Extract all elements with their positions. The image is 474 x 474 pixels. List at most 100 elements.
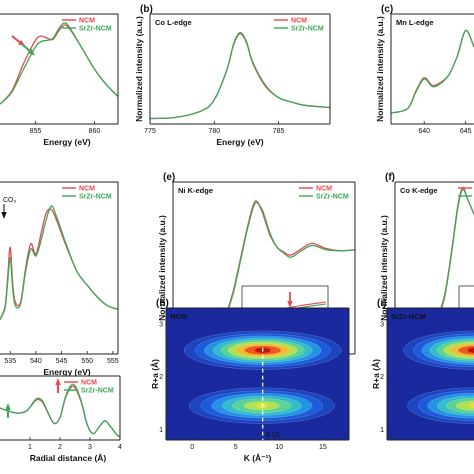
y-axis-title: R+a (Å) xyxy=(371,359,381,389)
panel-c-series xyxy=(391,29,474,114)
legend-label: SrZr-NCM xyxy=(79,26,112,33)
green-up-arrow xyxy=(5,403,11,418)
panel-d-series xyxy=(0,205,118,320)
x-tick-label: 860 xyxy=(89,128,101,135)
x-tick-label: 0 xyxy=(190,444,194,451)
panel-b-axes: 775 780 785 Energy (eV) Normalized intensity… xyxy=(134,4,331,147)
x-tick-label: 640 xyxy=(418,128,430,135)
legend-label: NCM xyxy=(79,186,95,193)
panel-a-series xyxy=(0,22,118,105)
co3-label: CO₃ xyxy=(3,197,17,204)
legend-label: NCM xyxy=(291,18,307,25)
panel-g-axes: 1 2 3 4 Radial distance (Å) xyxy=(0,375,122,463)
y-axis-title: R+a (Å) xyxy=(150,359,160,389)
x-axis-title: K (Å⁻¹) xyxy=(244,453,272,463)
panel-letter: (i) xyxy=(377,298,386,309)
x-tick-label: 535 xyxy=(4,358,16,365)
x-tick-label: 5 xyxy=(234,444,238,451)
y-tick-label: 3 xyxy=(380,321,384,328)
contour-level-upper xyxy=(457,345,474,355)
x-axis-title: Energy (eV) xyxy=(43,367,90,377)
legend-label: SrZr-NCM xyxy=(316,194,349,201)
co3-arrow xyxy=(1,204,7,219)
y-tick-label: 2 xyxy=(159,374,163,381)
x-tick-label: 4 xyxy=(118,444,122,451)
panel-letter: (h) xyxy=(156,298,169,309)
legend-label: NCM xyxy=(79,18,95,25)
panel-c-axes: 640 645 Normalized intensity (a.u.)(c)Mn L… xyxy=(375,4,474,135)
k-marker: 8.10 xyxy=(262,347,280,440)
y-tick-label: 1 xyxy=(159,427,163,434)
panel-i-axes: 1 2 3 R+a (Å) (i) xyxy=(371,298,474,441)
contour-level-lower xyxy=(455,400,474,411)
panel-title: Mn L-edge xyxy=(396,18,434,27)
series-line-srzr-ncm xyxy=(391,29,474,114)
legend-label: NCM xyxy=(316,186,332,193)
panel-h-heatmap xyxy=(166,308,349,440)
x-tick-label: 3 xyxy=(88,444,92,451)
series-line-srzr-ncm xyxy=(150,32,330,120)
contour-peak-core xyxy=(467,347,474,353)
y-tick-label: 3 xyxy=(159,321,163,328)
panel-h-axes: 0 5 10 15 1 2 3 K (Å⁻¹) R+a (Å) (h) xyxy=(150,298,350,463)
panel-a-axes: 855 860 Energy (eV) xyxy=(0,13,119,147)
x-tick-label: 540 xyxy=(30,358,42,365)
panel-title: Co K-edge xyxy=(400,186,438,195)
y-axis-title: Normalized intensity (a.u.) xyxy=(157,215,167,321)
series-line-ncm xyxy=(0,208,118,320)
red-up-arrow xyxy=(55,378,61,393)
x-tick-label: 855 xyxy=(30,128,42,135)
legend-label: NCM xyxy=(81,380,97,387)
y-axis-title: Normalized intensity (a.u.) xyxy=(375,16,385,122)
panel-letter: (b) xyxy=(140,4,153,15)
panel-letter: (f) xyxy=(385,172,395,183)
x-tick-label: 645 xyxy=(460,128,472,135)
heatmap-title: NCM xyxy=(170,312,187,321)
panel-d-axes: 535 540 545 550 555 Energy (eV) xyxy=(0,181,119,377)
contour-peak-core xyxy=(256,403,268,409)
panel-b-series xyxy=(150,32,330,120)
series-line-srzr-ncm xyxy=(0,22,118,105)
series-line-ncm xyxy=(0,24,118,105)
x-axis-title: Energy (eV) xyxy=(43,137,90,147)
inset-red-arrow xyxy=(287,292,293,308)
x-tick-label: 555 xyxy=(107,358,119,365)
x-tick-label: 2 xyxy=(58,444,62,451)
panel-letter: (e) xyxy=(163,172,175,183)
contour-peak-core xyxy=(468,403,474,409)
series-line-ncm xyxy=(150,33,330,120)
legend-label: SrZr-NCM xyxy=(291,26,324,33)
x-axis-title: Energy (eV) xyxy=(216,137,263,147)
heatmap-title: SrZr-NCM xyxy=(391,312,426,321)
x-tick-label: 780 xyxy=(208,128,220,135)
x-tick-label: 775 xyxy=(144,128,156,135)
green-shift-arrow xyxy=(21,43,35,56)
x-tick-label: 785 xyxy=(273,128,285,135)
series-line-srzr-ncm xyxy=(0,383,120,438)
y-axis-title: Normalized intensity (a.u.) xyxy=(379,215,389,321)
series-line-srzr-ncm xyxy=(0,205,118,320)
panel-title: Ni K-edge xyxy=(178,186,213,195)
x-tick-label: 545 xyxy=(56,358,68,365)
panel-g-series xyxy=(0,383,120,438)
y-tick-label: 2 xyxy=(380,374,384,381)
panel-i-heatmap xyxy=(387,308,474,440)
legend-label: SrZr-NCM xyxy=(81,388,114,395)
x-axis-title: Radial distance (Å) xyxy=(30,453,107,463)
y-axis-title: Normalized intensity (a.u.) xyxy=(134,16,144,122)
y-tick-label: 1 xyxy=(380,427,384,434)
x-tick-label: 550 xyxy=(81,358,93,365)
panel-letter: (c) xyxy=(381,4,393,15)
x-tick-label: 10 xyxy=(275,444,283,451)
k-marker-label: 8.10 xyxy=(266,432,280,439)
x-tick-label: 1 xyxy=(28,444,32,451)
co3-annotation: CO₃ xyxy=(3,197,17,204)
